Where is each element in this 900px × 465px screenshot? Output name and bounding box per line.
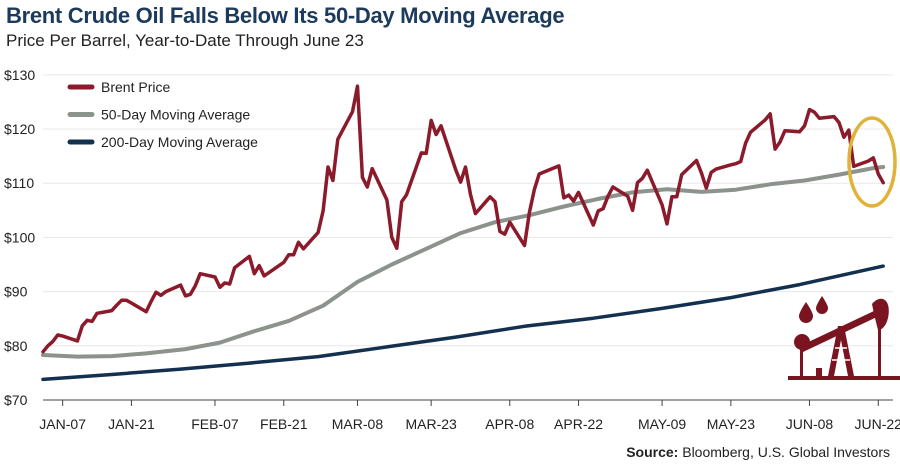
chart-subtitle: Price Per Barrel, Year-to-Date Through J… — [6, 31, 364, 50]
y-tick-label: $100 — [4, 229, 35, 245]
y-tick-label: $70 — [4, 392, 28, 408]
source-text: Bloomberg, U.S. Global Investors — [682, 444, 890, 460]
source-label: Source: — [626, 444, 679, 460]
x-tick-label: MAR-08 — [332, 416, 384, 432]
x-tick-label: FEB-21 — [260, 416, 308, 432]
brent-price-line — [41, 84, 885, 354]
y-tick-label: $130 — [4, 67, 35, 83]
x-tick-label: JAN-07 — [39, 416, 86, 432]
x-tick-label: APR-22 — [554, 416, 603, 432]
y-tick-label: $90 — [4, 284, 28, 300]
x-tick-label: FEB-07 — [191, 416, 239, 432]
x-tick-label: APR-08 — [485, 416, 534, 432]
legend-label: 200-Day Moving Average — [101, 134, 258, 150]
x-tick-label: JUN-08 — [786, 416, 834, 432]
legend-label: 50-Day Moving Average — [101, 107, 250, 123]
x-tick-label: MAR-23 — [405, 416, 457, 432]
y-tick-label: $80 — [4, 338, 28, 354]
ma200-line — [41, 264, 885, 382]
x-tick-label: JUN-22 — [855, 416, 900, 432]
x-tick-label: MAY-09 — [638, 416, 686, 432]
x-tick-label: MAY-23 — [707, 416, 755, 432]
crossover-highlight-circle — [847, 116, 897, 208]
ma50-line — [41, 165, 886, 359]
legend-label: Brent Price — [101, 79, 170, 95]
chart-source: Source: Bloomberg, U.S. Global Investors — [626, 444, 890, 460]
y-tick-label: $110 — [4, 175, 34, 191]
x-tick-label: JAN-21 — [108, 416, 155, 432]
chart-title: Brent Crude Oil Falls Below Its 50-Day M… — [6, 3, 565, 28]
oil-pumpjack-icon — [788, 296, 900, 380]
y-tick-label: $120 — [4, 121, 35, 137]
